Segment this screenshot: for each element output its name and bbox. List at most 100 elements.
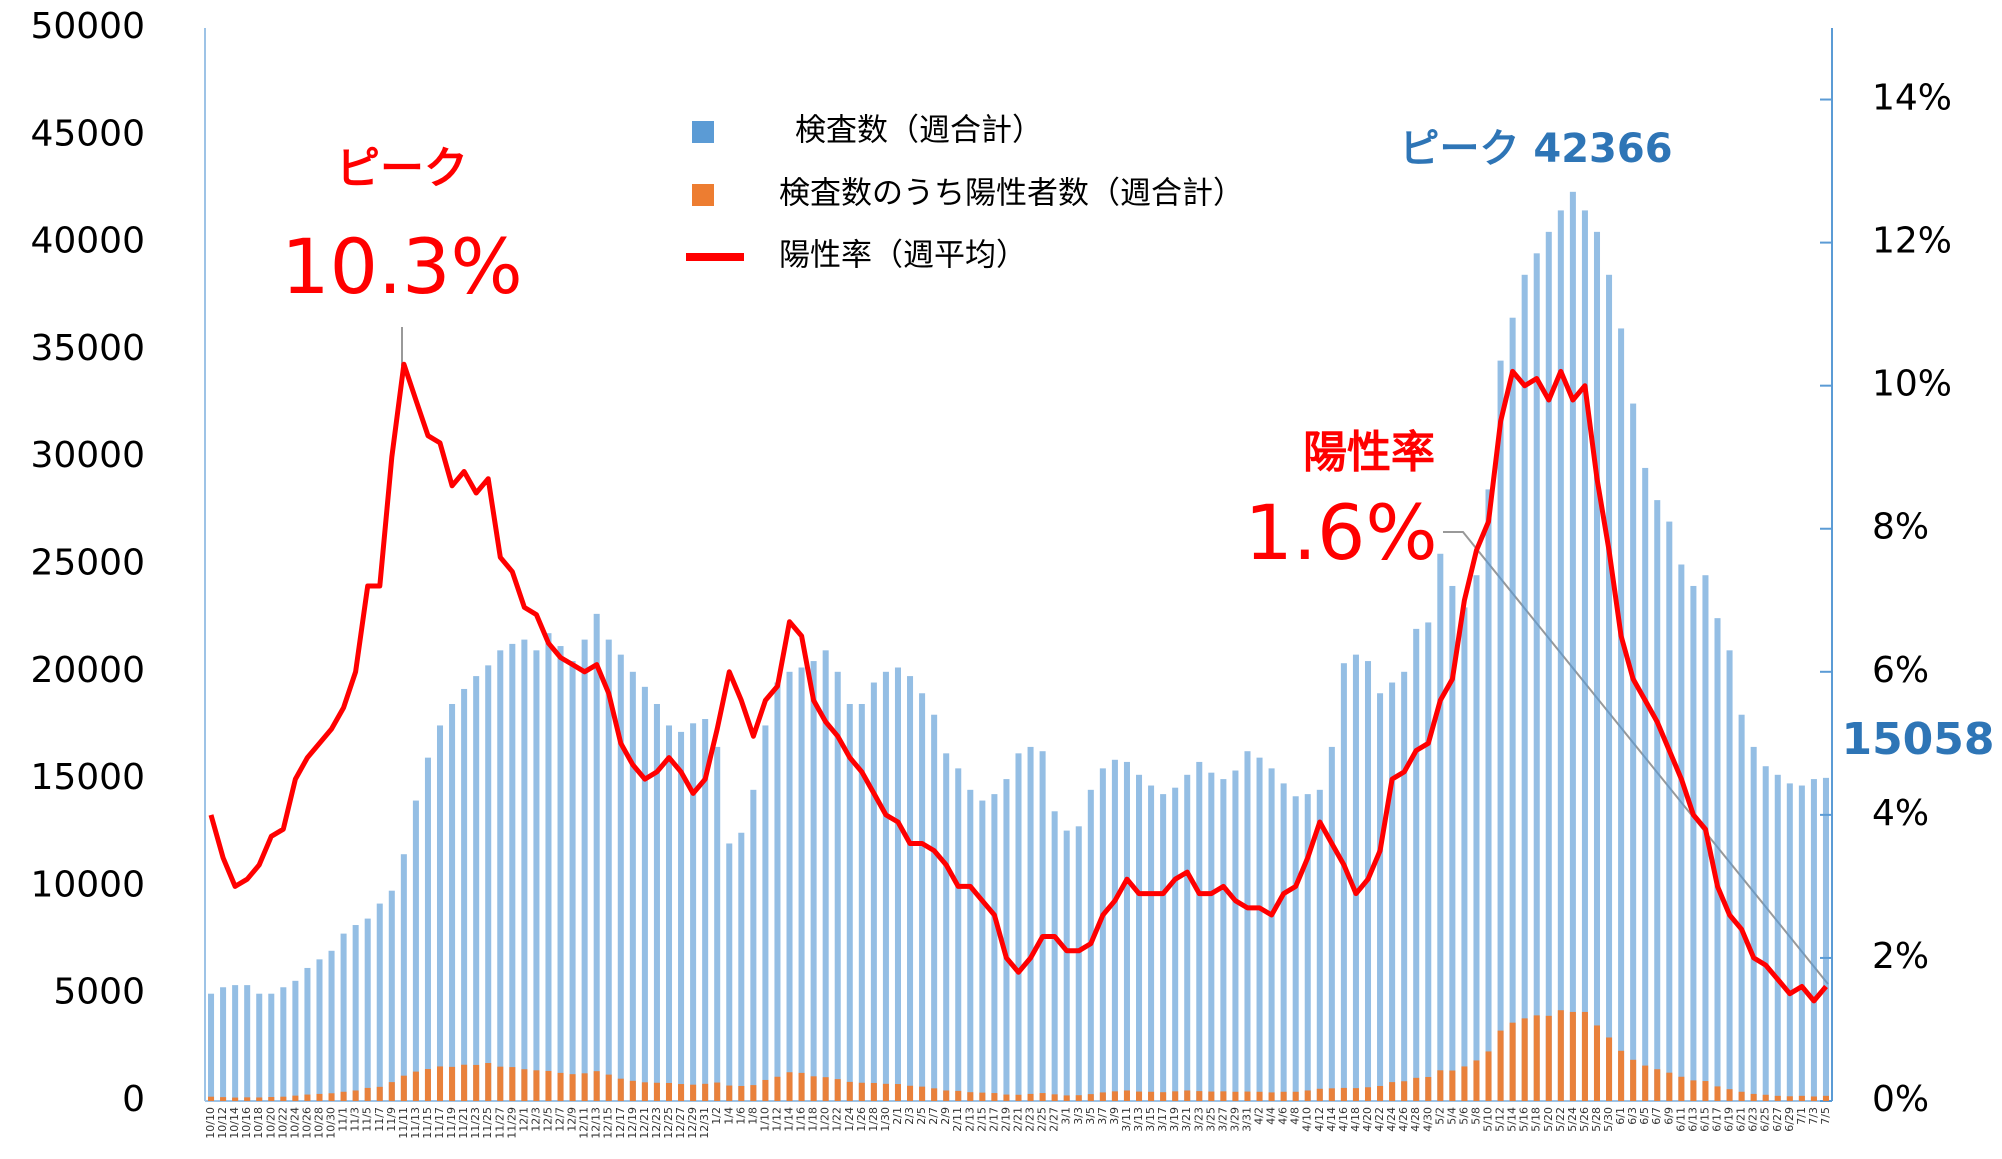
bar — [1425, 1076, 1432, 1101]
x-tick-label: 5/10 — [1482, 1107, 1495, 1132]
bar — [1533, 253, 1540, 1101]
bar — [786, 1072, 793, 1101]
bar — [1654, 1069, 1661, 1101]
x-tick-label: 12/17 — [614, 1107, 627, 1139]
bar — [1123, 761, 1130, 1101]
line — [208, 361, 1828, 1004]
x-tick-label: 10/18 — [252, 1107, 265, 1139]
bar — [1003, 779, 1010, 1101]
bar — [412, 800, 419, 1101]
bar — [955, 768, 962, 1101]
bar — [1111, 1091, 1118, 1101]
x-tick-label: 1/20 — [819, 1107, 832, 1132]
x-tick-label: 3/13 — [1132, 1107, 1145, 1132]
x-tick-label: 5/14 — [1506, 1107, 1519, 1132]
bar — [569, 661, 576, 1101]
bar — [702, 1083, 709, 1101]
x-tick-label: 3/25 — [1204, 1107, 1217, 1132]
bar — [1654, 500, 1661, 1101]
y-tick-label: 5000 — [53, 972, 145, 1013]
x-tick-label: 12/11 — [578, 1107, 591, 1139]
bar — [1750, 1093, 1757, 1101]
bar — [449, 1066, 456, 1101]
bar — [714, 1082, 721, 1101]
bar — [1473, 575, 1480, 1101]
bar — [268, 1097, 275, 1101]
bar — [1509, 1022, 1516, 1101]
bar — [858, 703, 865, 1101]
x-tick-label: 2/25 — [1036, 1107, 1049, 1132]
bar — [412, 1071, 419, 1101]
x-tick-label: 4/24 — [1385, 1107, 1398, 1132]
bar — [1039, 1093, 1046, 1101]
x-tick-label: 12/19 — [626, 1107, 639, 1139]
bar — [461, 688, 468, 1101]
y-tick-label: 35000 — [30, 328, 145, 369]
x-tick-label: 2/23 — [1024, 1107, 1037, 1132]
x-tick-label: 6/21 — [1735, 1107, 1748, 1132]
bar — [533, 1070, 540, 1101]
bar — [280, 987, 287, 1101]
bar — [798, 667, 805, 1101]
bar — [1606, 274, 1613, 1101]
bar — [304, 1094, 311, 1101]
bar — [1051, 1094, 1058, 1101]
x-tick-label: 12/23 — [650, 1107, 663, 1139]
bar — [521, 1069, 528, 1101]
x-tick-label: 1/6 — [734, 1107, 747, 1125]
bar — [1220, 779, 1227, 1101]
bar — [738, 1085, 745, 1101]
bar — [328, 950, 335, 1101]
bar — [1473, 1060, 1480, 1101]
bar — [1232, 770, 1239, 1101]
bar — [1292, 796, 1299, 1101]
x-tick-label: 4/26 — [1397, 1107, 1410, 1132]
bar — [292, 1095, 299, 1101]
bar — [1268, 1092, 1275, 1101]
bar — [1027, 1093, 1034, 1101]
bar — [1581, 210, 1588, 1101]
bar — [1762, 766, 1769, 1101]
x-tick-label: 3/1 — [1060, 1107, 1073, 1125]
bar — [436, 1066, 444, 1101]
bar — [1822, 1095, 1829, 1101]
x-tick-label: 11/27 — [493, 1107, 506, 1139]
bar — [1244, 751, 1251, 1101]
x-tick-label: 11/3 — [349, 1107, 362, 1132]
x-tick-label: 4/30 — [1421, 1107, 1434, 1132]
x-tick-label: 12/21 — [638, 1107, 651, 1139]
bar — [1726, 650, 1733, 1101]
bar — [1280, 783, 1287, 1101]
annotation: 陽性率 — [1303, 427, 1435, 478]
bar — [702, 719, 709, 1101]
x-tick-label: 5/30 — [1602, 1107, 1615, 1132]
bar — [1160, 1092, 1167, 1101]
x-tick-label: 2/11 — [951, 1107, 964, 1132]
bar — [581, 1073, 588, 1101]
bar — [1075, 826, 1082, 1101]
x-tick-label: 6/27 — [1771, 1107, 1784, 1132]
bar — [256, 993, 263, 1101]
x-tick-label: 5/22 — [1554, 1107, 1567, 1132]
bar — [557, 646, 564, 1101]
legend-label: 陽性率（週平均） — [779, 238, 1027, 274]
x-tick-label: 11/25 — [481, 1107, 494, 1139]
bar — [1352, 654, 1359, 1101]
y2-tick-label: 4% — [1872, 793, 1929, 834]
x-tick-label: 11/7 — [373, 1107, 386, 1132]
bar — [1413, 628, 1420, 1101]
bar — [1485, 1051, 1492, 1101]
x-tick-label: 3/27 — [1216, 1107, 1229, 1132]
x-tick-label: 11/9 — [385, 1107, 398, 1132]
y-tick-label: 10000 — [30, 864, 145, 905]
bar — [690, 1084, 697, 1101]
x-tick-label: 3/5 — [1084, 1107, 1097, 1125]
y2-tick-label: 6% — [1872, 650, 1929, 691]
y-tick-label: 45000 — [30, 113, 145, 154]
bar — [232, 1097, 239, 1101]
bar — [1389, 1082, 1396, 1101]
y-tick-label: 20000 — [30, 650, 145, 691]
legend-label: 検査数（週合計） — [795, 113, 1043, 149]
bar — [1714, 1086, 1721, 1101]
bar — [1196, 761, 1203, 1101]
